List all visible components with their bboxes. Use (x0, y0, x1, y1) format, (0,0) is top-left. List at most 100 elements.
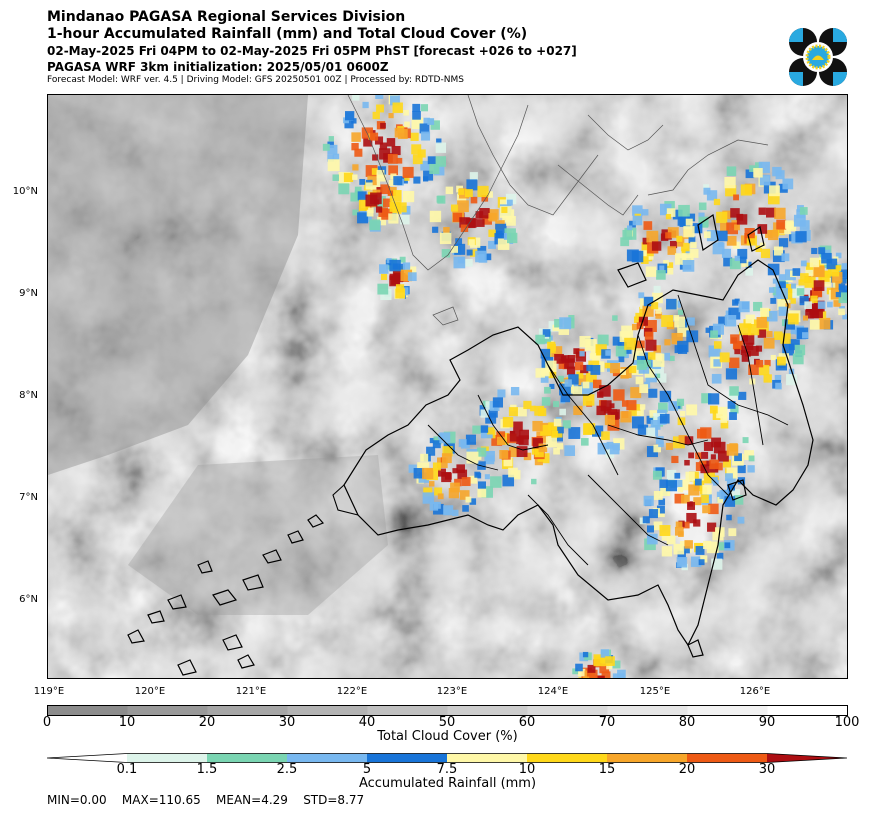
rain-cell (659, 479, 668, 488)
initialization-info: PAGASA WRF 3km initialization: 2025/05/0… (47, 60, 389, 74)
rain-cell (420, 453, 429, 462)
rain-cell (566, 366, 576, 375)
rain-cell (491, 435, 503, 446)
rain-cell (659, 525, 671, 536)
rain-cell (400, 269, 413, 282)
rain-cell (443, 505, 454, 516)
rain-cell (653, 521, 663, 531)
rain-cell (724, 542, 731, 549)
rain-cell (721, 248, 732, 258)
rain-cell (648, 388, 658, 398)
rain-cell (618, 356, 625, 363)
rain-cell (437, 195, 446, 204)
rain-cell (804, 301, 812, 309)
rain-cell (523, 452, 532, 461)
rain-cell (658, 402, 668, 413)
rain-cell (631, 250, 644, 263)
rain-cell (582, 381, 590, 389)
rain-cell (358, 199, 371, 211)
rain-cell (532, 438, 544, 449)
rain-cell (411, 117, 424, 130)
rain-cell (597, 442, 610, 455)
rain-cell (713, 341, 722, 349)
rain-cell (403, 190, 415, 203)
rain-cell (572, 386, 583, 396)
rain-cell (732, 299, 739, 306)
rain-cell (768, 287, 775, 293)
rain-cell (687, 213, 696, 222)
rain-cell (773, 246, 784, 256)
lon-label: 124°E (537, 686, 569, 697)
rain-cell (499, 450, 509, 459)
rain-cell (706, 190, 718, 201)
rain-cell (678, 531, 684, 537)
rain-cell (422, 492, 434, 504)
rain-cell (730, 405, 739, 414)
rain-cell (646, 525, 655, 533)
rain-cell (582, 394, 595, 406)
rain-cell (477, 481, 486, 490)
rain-cell (487, 427, 495, 435)
rain-cell (419, 123, 430, 134)
rain-cell (739, 323, 752, 336)
rain-cell (404, 175, 410, 181)
rain-cell (710, 454, 716, 460)
rain-cell (394, 127, 405, 138)
rain-cell (760, 307, 770, 317)
rain-cell (665, 214, 672, 220)
forecast-period: 02-May-2025 Fri 04PM to 02-May-2025 Fri … (47, 44, 577, 58)
rain-cell (738, 301, 750, 313)
rain-cell (758, 364, 770, 376)
rain-cell (645, 339, 657, 351)
rain-cell (575, 374, 587, 387)
rain-cell (615, 345, 627, 357)
rain-cell (701, 393, 712, 404)
cloud-colorbar-tick: 60 (518, 715, 536, 730)
rain-cell (601, 671, 611, 678)
rain-cell (472, 425, 481, 434)
rain-cell (387, 190, 394, 196)
rain-cell (423, 170, 434, 181)
rain-cell (818, 247, 826, 255)
rain-cell (412, 111, 421, 120)
rain-cell (686, 404, 698, 416)
rain-cell (391, 145, 401, 156)
rain-cell (748, 455, 755, 462)
rain-cell (692, 223, 703, 234)
rain-cell (457, 256, 465, 264)
rain-cell (695, 546, 705, 555)
rain-cell (535, 368, 545, 378)
rain-cell (674, 479, 683, 488)
rain-cell (590, 365, 601, 375)
rain-cell (833, 299, 841, 307)
rain-cell (381, 208, 393, 220)
rain-cell (568, 315, 575, 322)
rain-cell (612, 336, 622, 346)
rain-cell (451, 245, 459, 253)
rain-cell (488, 240, 497, 249)
rain-cell (760, 248, 771, 258)
rain-cell (642, 237, 650, 245)
rain-cell (728, 489, 741, 501)
rain-cell (495, 223, 507, 236)
rain-cell (680, 411, 686, 417)
rain-cell (502, 474, 515, 487)
rain-cell (398, 263, 406, 270)
rain-colorbar-segment (127, 753, 208, 763)
rain-cell (658, 498, 666, 506)
rain-cell (518, 435, 529, 446)
rain-cell (725, 310, 731, 316)
rain-cell (643, 221, 653, 230)
rain-cell (540, 424, 552, 436)
rain-cell (568, 427, 581, 439)
rain-cell (328, 136, 334, 142)
rain-cell (674, 493, 685, 504)
rain-cell (726, 514, 732, 521)
rain-cell (705, 327, 711, 333)
rain-cell (466, 179, 478, 191)
rain-cell (575, 351, 587, 362)
rain-cell (466, 451, 479, 464)
rain-cell (777, 298, 790, 310)
rain-cell (678, 435, 687, 444)
rain-cell (573, 405, 583, 416)
